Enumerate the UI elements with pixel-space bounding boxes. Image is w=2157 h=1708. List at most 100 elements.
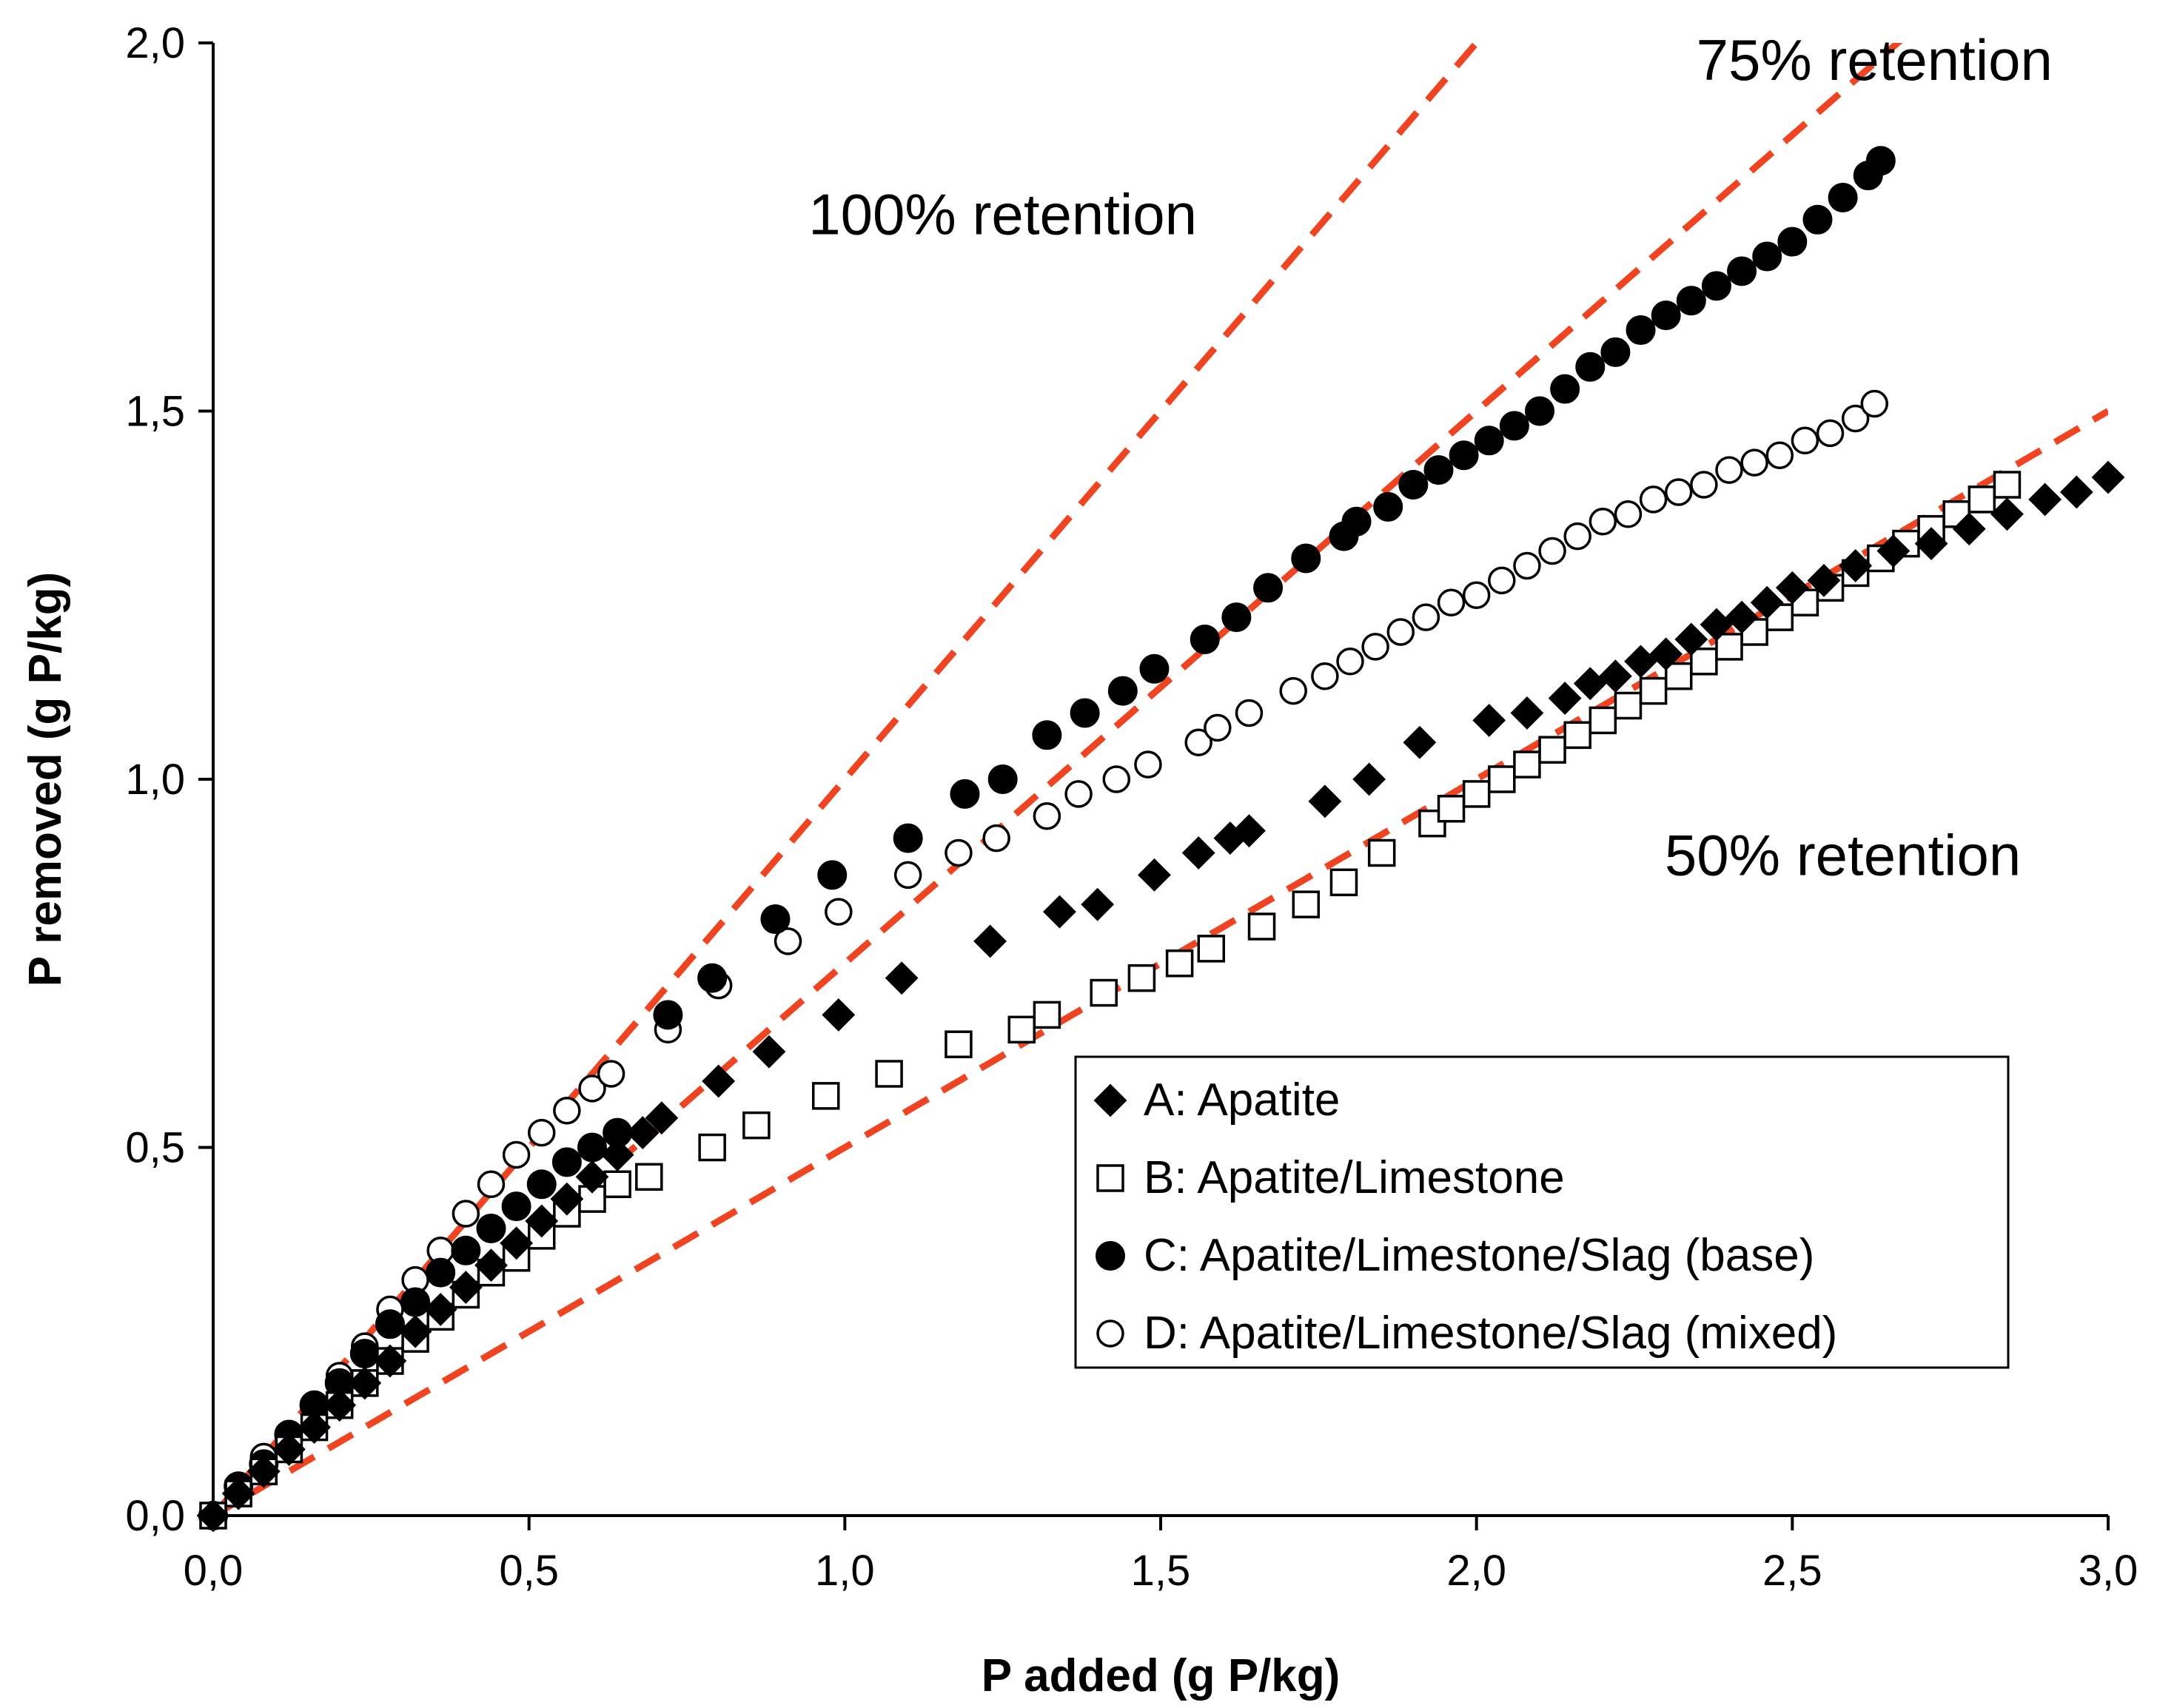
series-b-point [1513,750,1541,779]
y-tick-label: 0,0 [125,1492,185,1540]
legend-box [1074,1055,2010,1369]
series-c-point [1752,241,1782,272]
series-c-point [817,860,848,890]
series-d-point [553,1097,581,1125]
series-d-point [1860,389,1889,418]
series-b-point [1690,648,1718,676]
series-a-point [398,1314,432,1348]
series-c-point [760,904,791,935]
legend-marker-c [1096,1241,1125,1271]
series-b-point [1993,471,2022,499]
series-b-point [1589,706,1617,735]
series-d-point [1102,765,1131,793]
series-d-point [1279,676,1307,705]
series-d-point [1462,581,1491,609]
series-c-point [1802,204,1833,235]
series-a-point [702,1064,736,1098]
series-d-point [1589,508,1617,536]
series-c-point [1828,182,1858,212]
series-c-point [526,1169,557,1200]
series-c-point [1253,573,1284,603]
series-b-point [698,1133,726,1162]
series-d-point [1064,780,1093,808]
series-c-point [451,1235,481,1265]
series-c-point [1626,315,1656,346]
series-b-point [603,1170,631,1198]
series-d-point [893,861,922,890]
series-d-point [1204,713,1232,742]
series-b-point [945,1030,973,1058]
series-b-point [1437,795,1466,823]
series-a-point [575,1160,609,1194]
series-a-point [272,1433,306,1466]
series-d-point [477,1170,506,1198]
series-a-point [1043,895,1076,929]
series-a-point [1775,571,1809,605]
legend-label-b: B: Apatite/Limestone [1144,1152,1565,1203]
series-c-point [1107,676,1138,706]
series-a-point [1952,512,1986,546]
legend-marker-b [1096,1164,1124,1192]
series-a-point [1649,637,1683,671]
series-c-point [1190,624,1220,654]
series-c-point [1777,226,1808,257]
series-d-point [1639,485,1668,514]
series-d-point [982,824,1010,853]
series-a-point [1548,682,1582,715]
series-c-point [1070,698,1100,728]
series-a-point [550,1182,584,1216]
series-a-point [1598,659,1632,693]
series-c-point [1701,271,1731,301]
series-c-point [400,1287,431,1317]
series-d-point [452,1200,480,1228]
series-c-point [1373,491,1403,522]
series-c-point [1499,411,1529,441]
series-a-point [600,1138,634,1171]
series-c-point [501,1191,531,1222]
series-d-point [1437,588,1466,616]
x-tick-label: 0,0 [184,1547,244,1595]
series-a [196,460,2125,1533]
series-b-point [1614,691,1643,720]
series-b-point [811,1082,840,1110]
series-d-point [527,1118,556,1147]
series-d-point [1513,551,1541,580]
axes: 0,0 0,5 1,0 1,5 2,0 2,5 3,0 0,0 0,5 1,0 1,5 2,0 [125,19,2138,1595]
series-c-point [1525,396,1554,426]
y-tick-label: 0,5 [125,1124,185,1172]
series-b-point [1639,676,1668,705]
series-c-point [349,1339,380,1369]
series-d-point [1184,728,1212,756]
x-tick-label: 0,5 [499,1547,559,1595]
series-a-point [1081,887,1115,921]
series-a-point [1807,563,1841,597]
series-d-point [1563,522,1591,551]
series-c-point [426,1257,456,1288]
series-c-point [1600,337,1631,367]
y-tick-label: 2,0 [125,19,185,67]
series-c-point [577,1132,607,1163]
series-a-point [1138,858,1171,892]
y-axis-title: P removed (g P/kg) [20,572,71,986]
series-b-point [875,1060,903,1088]
series-a-point [1624,645,1657,679]
series-d-point [597,1060,625,1088]
series-b-point [1197,935,1226,963]
series-d-point [1336,648,1364,676]
series-d-point [1765,441,1794,469]
series-c-point [1449,440,1479,471]
series-d-point [1412,603,1440,631]
series-c-point [1291,543,1321,574]
series-d-point [774,927,802,955]
series-c-point [987,764,1018,794]
series-c-point [1423,455,1454,485]
series-b-point [1715,633,1743,661]
series-a-point [323,1388,357,1422]
series-a-point [1352,762,1386,796]
series-a-point [1914,527,1948,561]
series-d-point [1841,404,1870,433]
series-a-point [645,1101,679,1135]
series-d-point [1311,662,1339,690]
series-a-point [625,1116,660,1150]
